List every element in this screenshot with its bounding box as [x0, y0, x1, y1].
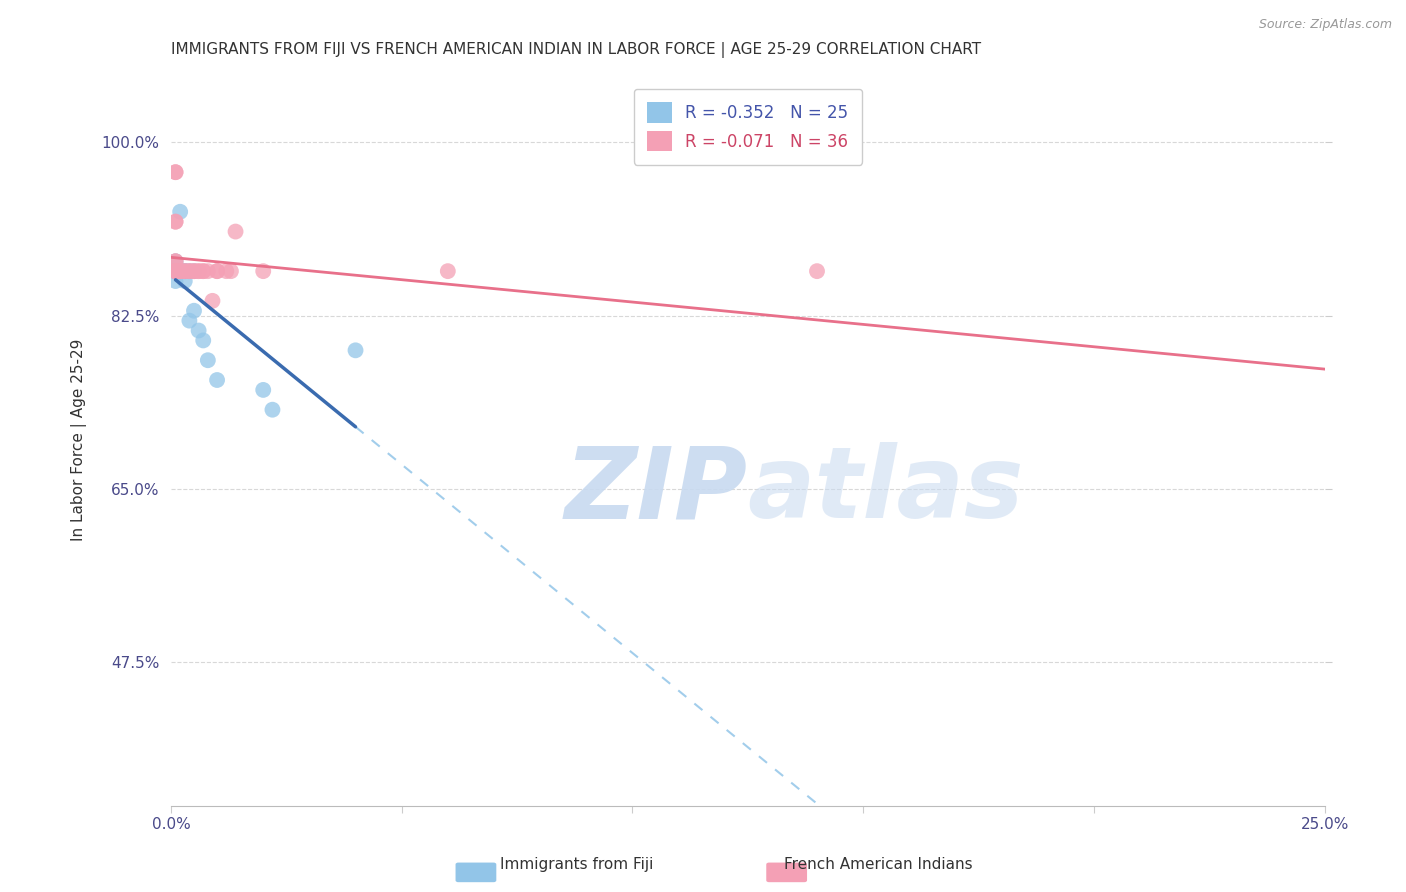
- Text: ZIP: ZIP: [565, 442, 748, 539]
- Point: [165, 264, 187, 278]
- Text: Source: ZipAtlas.com: Source: ZipAtlas.com: [1258, 18, 1392, 31]
- Point: [165, 214, 187, 228]
- Point: [165, 264, 187, 278]
- Point: [215, 264, 238, 278]
- Point: [187, 324, 209, 338]
- Point: [183, 303, 205, 318]
- Point: [165, 274, 187, 288]
- Point: [193, 264, 215, 278]
- Point: [806, 264, 828, 278]
- Point: [179, 313, 201, 327]
- Point: [197, 264, 219, 278]
- Legend: R = -0.352   N = 25, R = -0.071   N = 36: R = -0.352 N = 25, R = -0.071 N = 36: [634, 89, 862, 164]
- Point: [165, 214, 187, 228]
- Point: [183, 264, 205, 278]
- Point: [165, 254, 187, 268]
- Point: [252, 383, 274, 397]
- Point: [437, 264, 460, 278]
- Point: [173, 274, 195, 288]
- Point: [169, 264, 191, 278]
- Point: [225, 225, 247, 239]
- Point: [169, 264, 191, 278]
- Text: atlas: atlas: [748, 442, 1025, 539]
- Point: [173, 264, 195, 278]
- Point: [165, 254, 187, 268]
- Point: [169, 264, 191, 278]
- Point: [169, 264, 191, 278]
- Point: [201, 293, 224, 308]
- Point: [169, 204, 191, 219]
- Point: [173, 264, 195, 278]
- Point: [193, 334, 215, 348]
- Text: French American Indians: French American Indians: [785, 857, 973, 872]
- Point: [193, 264, 215, 278]
- Point: [262, 402, 284, 417]
- Y-axis label: In Labor Force | Age 25-29: In Labor Force | Age 25-29: [72, 338, 87, 541]
- Point: [173, 264, 195, 278]
- Point: [344, 343, 367, 358]
- Point: [197, 353, 219, 368]
- Point: [165, 264, 187, 278]
- Point: [205, 264, 228, 278]
- Point: [205, 373, 228, 387]
- Point: [165, 165, 187, 179]
- Point: [183, 264, 205, 278]
- Point: [179, 264, 201, 278]
- Point: [165, 264, 187, 278]
- Point: [183, 264, 205, 278]
- Point: [165, 165, 187, 179]
- Point: [179, 264, 201, 278]
- Point: [219, 264, 242, 278]
- Point: [179, 264, 201, 278]
- Point: [165, 264, 187, 278]
- Point: [169, 264, 191, 278]
- Point: [169, 264, 191, 278]
- Point: [205, 264, 228, 278]
- Point: [165, 264, 187, 278]
- Point: [252, 264, 274, 278]
- Point: [165, 264, 187, 278]
- Point: [165, 264, 187, 278]
- Point: [187, 264, 209, 278]
- Point: [165, 254, 187, 268]
- Point: [173, 264, 195, 278]
- Point: [187, 264, 209, 278]
- Point: [165, 264, 187, 278]
- Point: [165, 264, 187, 278]
- Text: IMMIGRANTS FROM FIJI VS FRENCH AMERICAN INDIAN IN LABOR FORCE | AGE 25-29 CORREL: IMMIGRANTS FROM FIJI VS FRENCH AMERICAN …: [172, 42, 981, 58]
- Point: [165, 264, 187, 278]
- Text: Immigrants from Fiji: Immigrants from Fiji: [499, 857, 654, 872]
